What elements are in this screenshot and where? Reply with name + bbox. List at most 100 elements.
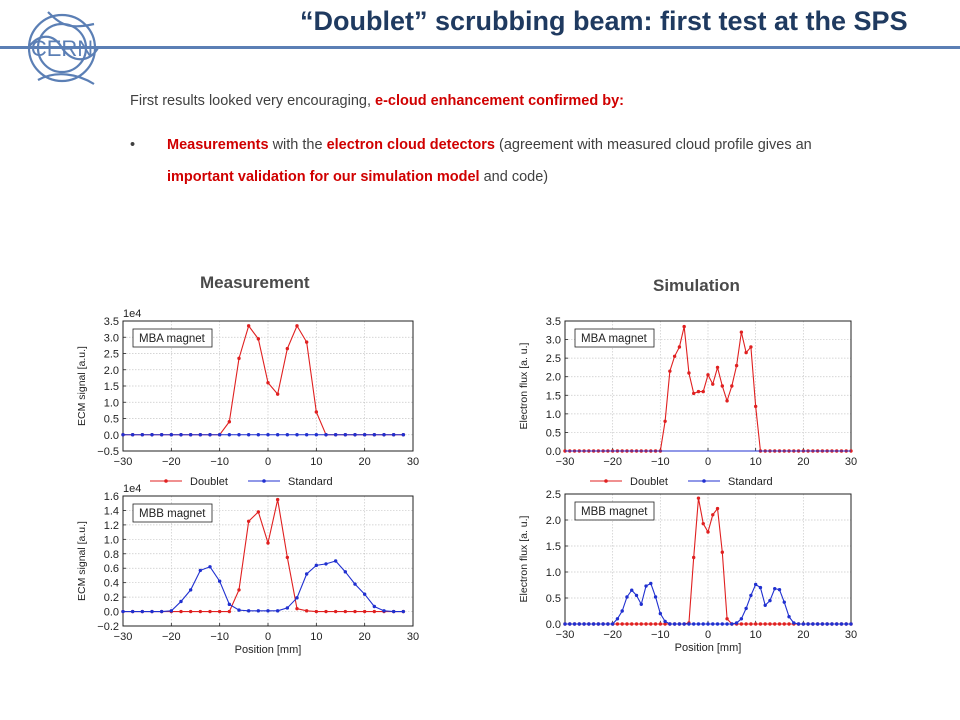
x-tick-label: −10 [651, 456, 670, 468]
legend-marker [702, 479, 706, 483]
axis-multiplier: 1e4 [123, 483, 141, 495]
data-point-standard [333, 559, 338, 563]
data-point-standard [382, 433, 386, 437]
y-tick-label: 2.0 [546, 515, 561, 527]
data-point-doublet [696, 389, 701, 394]
data-point-standard [295, 433, 299, 437]
data-point-standard [150, 609, 154, 614]
data-point-doublet [744, 350, 748, 355]
y-tick-label: 1.0 [546, 567, 561, 579]
data-point-standard [720, 622, 724, 626]
y-tick-label: 2.0 [104, 365, 119, 377]
magnet-label-box [132, 503, 213, 523]
data-point-standard [830, 622, 834, 626]
x-tick-label: 20 [359, 456, 371, 468]
data-point-standard [811, 622, 815, 626]
x-tick-label: 0 [265, 631, 271, 643]
data-point-doublet [615, 622, 620, 626]
data-point-doublet [324, 609, 328, 614]
simulation-title: Simulation [653, 276, 740, 295]
y-axis-label: Electron flux [a. u.] [518, 342, 530, 429]
data-point-standard [343, 570, 348, 574]
data-point-standard [401, 433, 406, 437]
data-point-doublet [749, 345, 753, 349]
y-tick-label: 0.4 [104, 578, 119, 590]
magnet-label: MBA magnet [581, 333, 648, 345]
data-point-standard [777, 587, 782, 592]
data-point-standard [758, 585, 763, 590]
data-point-standard [227, 602, 232, 607]
measurement-title: Measurement [200, 273, 310, 292]
data-point-standard [596, 622, 601, 626]
data-point-doublet [625, 622, 629, 626]
data-point-standard [815, 622, 820, 626]
x-tick-label: −30 [556, 456, 575, 468]
data-point-standard [285, 606, 290, 610]
y-tick-label: 0.5 [546, 427, 561, 439]
data-point-standard [150, 433, 154, 437]
data-point-doublet [285, 555, 290, 560]
data-point-doublet [663, 622, 667, 626]
data-point-standard [706, 622, 710, 626]
data-point-standard [682, 622, 686, 626]
data-point-standard [792, 621, 796, 625]
data-point-doublet [304, 340, 309, 344]
data-point-doublet [739, 622, 744, 626]
y-tick-label: 1.5 [546, 541, 561, 553]
data-point-standard [275, 609, 280, 613]
data-point-standard [630, 588, 634, 592]
x-tick-label: −10 [651, 629, 670, 641]
data-point-doublet [630, 622, 634, 626]
data-point-doublet [649, 622, 653, 626]
data-point-doublet [692, 391, 696, 396]
x-tick-label: 20 [797, 456, 809, 468]
y-tick-label: 1.0 [104, 397, 119, 409]
data-point-standard [140, 609, 145, 614]
data-point-standard [563, 622, 567, 626]
data-point-standard [734, 621, 739, 625]
data-point-standard [763, 603, 767, 607]
data-point-standard [639, 602, 643, 606]
data-point-doublet [687, 371, 691, 375]
data-point-standard [188, 588, 193, 592]
intro-highlight: e-cloud enhancement confirmed by: [375, 93, 624, 109]
data-point-standard [382, 609, 386, 613]
data-point-doublet [777, 622, 782, 626]
x-tick-label: −10 [210, 631, 229, 643]
data-point-doublet [653, 622, 658, 626]
y-tick-label: 1.2 [104, 520, 119, 532]
magnet-label: MBB magnet [581, 506, 648, 518]
x-axis-label: Position [mm] [675, 642, 742, 654]
data-point-standard [601, 622, 605, 626]
data-point-standard [353, 433, 357, 437]
data-point-standard [658, 611, 663, 616]
data-point-standard [672, 622, 677, 626]
magnet-label-box [574, 501, 655, 521]
legend-measurement: Doublet Standard [150, 476, 333, 488]
data-point-doublet [701, 521, 705, 526]
data-point-doublet [188, 609, 193, 614]
data-point-standard [304, 572, 309, 576]
data-point-doublet [739, 330, 744, 334]
x-tick-label: 30 [407, 456, 419, 468]
data-point-standard [844, 622, 848, 626]
bullet-part: electron cloud detectors [326, 137, 495, 153]
data-point-standard [217, 433, 222, 437]
y-tick-label: 3.0 [104, 332, 119, 344]
data-point-standard [256, 433, 261, 437]
data-point-standard [179, 599, 183, 604]
data-point-standard [208, 565, 212, 569]
y-tick-label: −0.5 [97, 446, 119, 458]
data-point-doublet [730, 384, 734, 388]
data-point-standard [237, 608, 241, 612]
x-tick-label: 20 [797, 629, 809, 641]
data-point-standard [140, 433, 145, 437]
data-point-doublet [711, 513, 715, 517]
slide-title: “Doublet” scrubbing beam: first test at … [300, 6, 908, 36]
data-point-standard [825, 622, 829, 626]
data-point-doublet [256, 510, 261, 514]
data-point-doublet [639, 622, 643, 626]
axis-multiplier: 1e4 [123, 308, 141, 320]
data-point-standard [362, 592, 367, 596]
x-tick-label: −20 [603, 629, 622, 641]
